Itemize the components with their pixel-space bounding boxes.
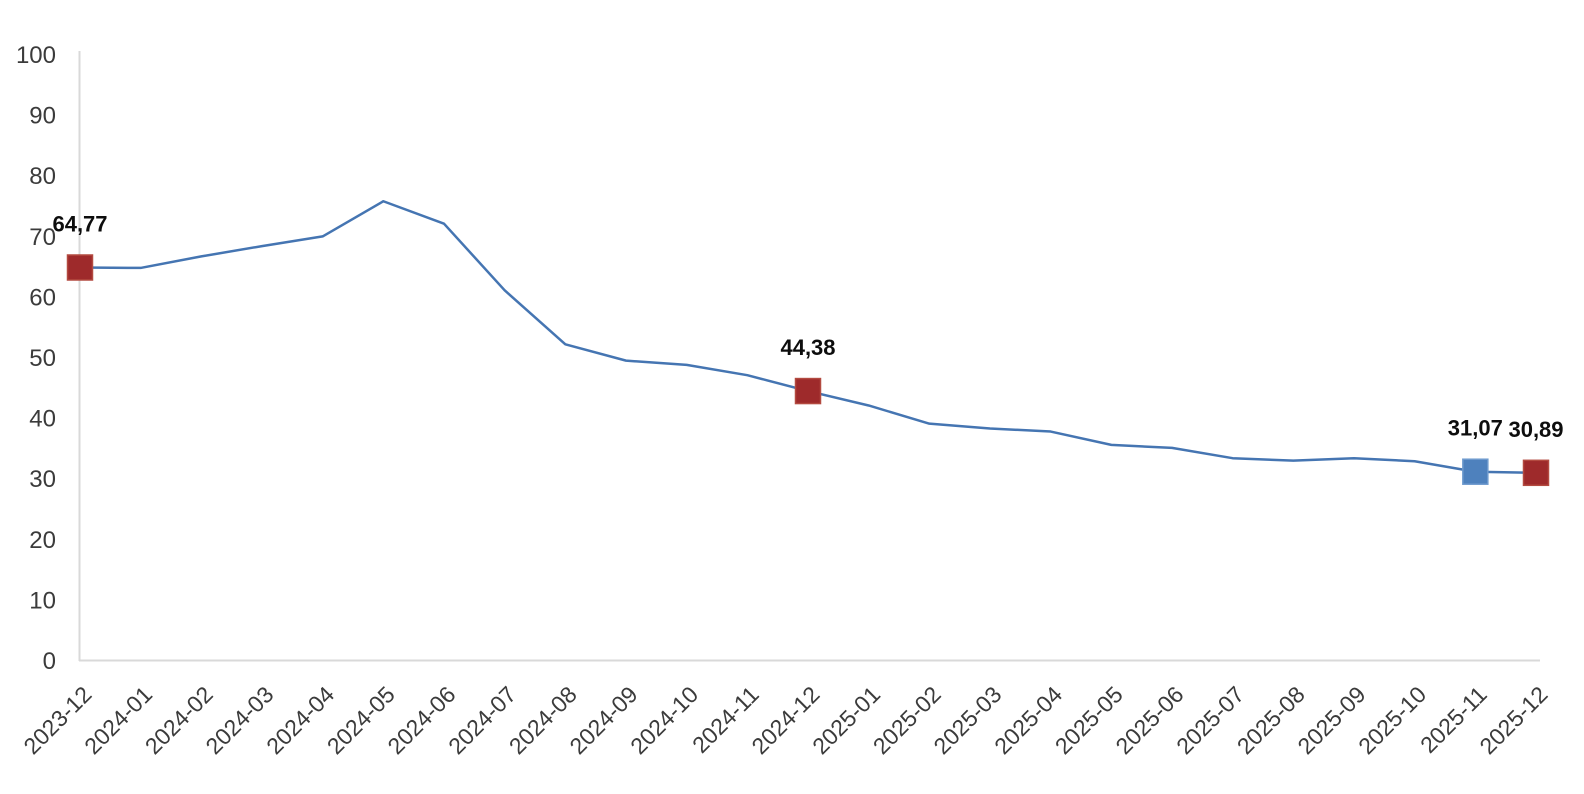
data-label-2025-12: 30,89 — [1508, 417, 1563, 442]
x-axis-tick-label: 2024-10 — [625, 681, 703, 759]
highlight-marker-2023-12 — [66, 254, 94, 281]
highlight-marker-2025-12 — [1522, 459, 1550, 487]
y-axis-tick-label: 40 — [29, 406, 56, 433]
y-axis-tick-label: 0 — [43, 648, 56, 675]
y-axis-tick-label: 20 — [29, 527, 56, 554]
x-axis-tick-label: 2025-10 — [1353, 681, 1431, 759]
y-axis-tick-label: 100 — [16, 42, 56, 69]
data-label-2025-11: 31,07 — [1448, 416, 1503, 441]
data-label-2024-12: 44,38 — [780, 335, 835, 360]
data-label-2023-12: 64,77 — [52, 211, 107, 236]
y-axis-tick-label: 90 — [29, 103, 56, 130]
y-axis-tick-label: 30 — [29, 466, 56, 493]
x-axis-tick-label: 2025-12 — [1474, 681, 1552, 759]
y-axis-tick-label: 80 — [29, 163, 56, 190]
y-axis-tick-label: 60 — [29, 284, 56, 311]
highlight-marker-2025-11 — [1462, 458, 1489, 485]
y-axis-tick-label: 50 — [29, 345, 56, 372]
y-axis-tick-label: 10 — [29, 587, 56, 614]
highlight-marker-2024-12 — [794, 377, 822, 405]
y-axis-tick-label: 70 — [29, 224, 56, 251]
